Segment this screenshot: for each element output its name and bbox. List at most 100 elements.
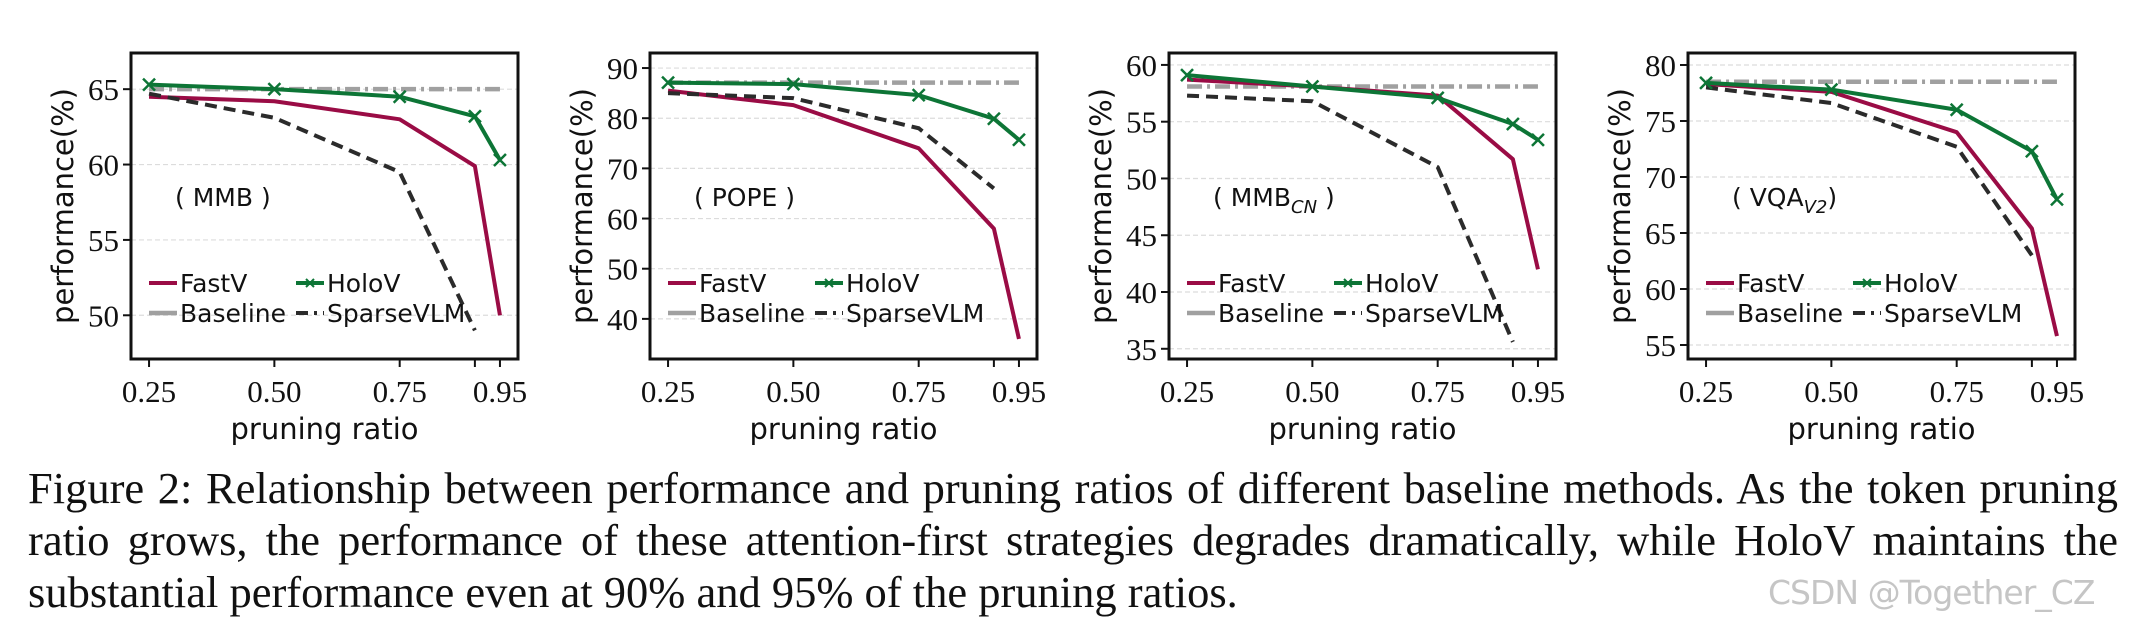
legend-label-sparsevlm: SparseVLM [1884,299,2022,328]
legend-label-sparsevlm: SparseVLM [846,299,984,328]
series-line-sparsevlm [148,91,477,332]
y-tick-label: 50 [1126,161,1157,196]
data-point-marker [1531,132,1545,147]
chart-panel-3: 35 40 45 50 55 60 0.25 0.50 0.75 0.95 ( MMBCN ) Fas… [1084,48,1565,446]
x-tick-label: 0.95 [473,374,527,409]
data-point-marker [493,153,507,167]
data-point-marker [1824,82,1839,97]
x-tick-label: 0.95 [1511,374,1565,409]
data-point-marker [2050,192,2064,207]
series-line-sparsevlm [1186,93,1515,343]
x-axis-label: pruning ratio [230,412,418,446]
legend-label-holov: HoloV [327,269,400,298]
data-point-marker [267,82,282,97]
panel-label: ( MMBCN ) [1213,183,1335,218]
data-point-marker [1949,102,1964,117]
figure-panels: 50 55 60 65 0.25 0.50 0.75 0.95 ( MMB ) FastV Holo… [46,48,2084,446]
y-tick-label: 55 [1126,105,1157,140]
x-tick-label: 0.95 [992,374,1046,409]
legend-label-fastv: FastV [180,269,247,298]
legend-label-baseline: Baseline [180,299,286,328]
data-point-marker [786,77,801,91]
y-tick-label: 70 [1645,160,1676,195]
series-line-sparsevlm [1705,85,2034,257]
legend-label-baseline: Baseline [1218,299,1324,328]
data-point-marker [911,88,926,103]
y-tick-label: 65 [1645,216,1676,251]
plot-frame [1167,51,1558,361]
series-line-sparsevlm [667,91,996,191]
x-axis-label: pruning ratio [749,412,937,446]
y-tick-label: 45 [1126,218,1157,253]
y-axis-label: performance(%) [565,88,599,324]
y-tick-label: 40 [607,302,638,337]
series-line-fastv [1186,77,1540,270]
y-tick-label: 80 [607,101,638,136]
y-tick-label: 55 [88,223,119,258]
chart-panel-1: 50 55 60 65 0.25 0.50 0.75 0.95 ( MMB ) FastV Holo… [46,51,527,446]
data-point-marker [2025,144,2039,159]
x-tick-label: 0.50 [1285,374,1339,409]
legend-label-holov: HoloV [1365,269,1438,298]
legend-label-baseline: Baseline [1737,299,1843,328]
plot-frame [129,51,520,361]
panel-label: ( MMB ) [175,183,271,212]
y-tick-label: 60 [1126,48,1157,83]
x-axis-label: pruning ratio [1787,412,1975,446]
data-point-marker [1305,79,1320,94]
x-tick-label: 0.75 [892,374,946,409]
chart-panel-4: 55 60 65 70 75 80 0.25 0.50 0.75 0.95 ( VQAV2) Fast… [1603,48,2084,446]
data-point-marker [661,75,675,90]
x-tick-label: 0.25 [1160,374,1214,409]
y-tick-label: 75 [1645,104,1676,139]
x-tick-label: 0.75 [373,374,427,409]
y-tick-label: 55 [1645,328,1676,363]
plot-frame [648,51,1039,361]
legend-label-sparsevlm: SparseVLM [1365,299,1503,328]
legend-label-sparsevlm: SparseVLM [327,299,465,328]
x-tick-label: 0.25 [122,374,176,409]
data-point-marker [1699,76,1713,90]
y-tick-label: 80 [1645,48,1676,83]
data-point-marker [987,111,1001,126]
x-tick-label: 0.75 [1930,374,1984,409]
legend-label-baseline: Baseline [699,299,805,328]
plot-frame [1686,51,2077,361]
legend-marker [1862,278,1872,288]
legend-label-fastv: FastV [1737,269,1804,298]
watermark: CSDN @Together_CZ [1768,573,2095,612]
y-axis-label: performance(%) [1084,88,1118,324]
legend-label-holov: HoloV [1884,269,1957,298]
y-tick-label: 90 [607,51,638,86]
y-tick-label: 50 [607,252,638,287]
data-point-marker [1506,117,1520,131]
x-tick-label: 0.50 [247,374,301,409]
figure-caption: Figure 2: Relationship between performan… [28,463,2118,617]
series-line-fastv [667,88,1021,340]
legend-label-fastv: FastV [699,269,766,298]
y-tick-label: 50 [88,298,119,333]
series-line-holov [1705,80,2059,201]
y-tick-label: 60 [1645,272,1676,307]
panel-label: ( POPE ) [694,183,795,212]
data-point-marker [1430,90,1445,105]
y-tick-label: 60 [88,148,119,183]
x-tick-label: 0.25 [641,374,695,409]
y-tick-label: 70 [607,151,638,186]
data-point-marker [142,77,156,92]
y-axis-label: performance(%) [1603,88,1637,324]
x-axis-label: pruning ratio [1268,412,1456,446]
x-tick-label: 0.75 [1411,374,1465,409]
y-tick-label: 35 [1126,332,1157,367]
data-point-marker [1012,132,1026,147]
data-point-marker [468,109,482,124]
y-tick-label: 60 [607,202,638,237]
chart-panel-2: 40 50 60 70 80 90 0.25 0.50 0.75 0.95 ( POPE ) Fast… [565,51,1046,446]
legend-label-holov: HoloV [846,269,919,298]
y-tick-label: 40 [1126,275,1157,310]
x-tick-label: 0.25 [1679,374,1733,409]
legend-label-fastv: FastV [1218,269,1285,298]
data-point-marker [392,89,407,104]
legend-marker [824,278,834,288]
series-line-fastv [148,94,502,316]
